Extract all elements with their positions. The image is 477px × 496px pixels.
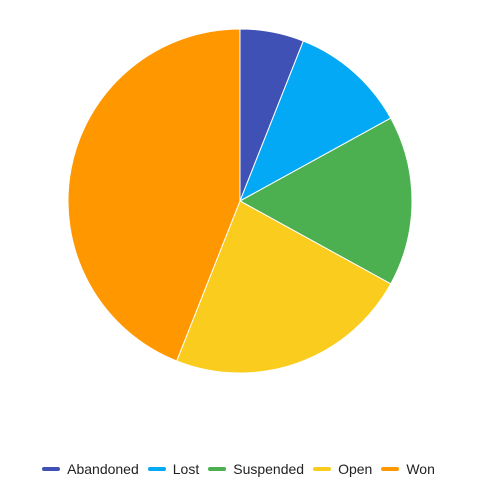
chart-legend: Abandoned Lost Suspended Open Won xyxy=(0,458,477,480)
legend-label: Won xyxy=(406,461,435,477)
pie-slice-won[interactable] xyxy=(67,28,241,362)
legend-item-suspended[interactable]: Suspended xyxy=(208,461,304,477)
legend-label: Abandoned xyxy=(67,461,139,477)
legend-label: Open xyxy=(338,461,373,477)
legend-swatch xyxy=(381,467,400,471)
legend-item-abandoned[interactable]: Abandoned xyxy=(42,461,139,477)
legend-swatch xyxy=(42,467,61,471)
legend-item-won[interactable]: Won xyxy=(381,461,435,477)
legend-swatch xyxy=(147,467,166,471)
pie-slice-lost[interactable] xyxy=(239,40,392,203)
pie-slice-open[interactable] xyxy=(176,200,392,374)
legend-item-open[interactable]: Open xyxy=(313,461,372,477)
pie-slice-suspended[interactable] xyxy=(238,117,413,285)
legend-label: Lost xyxy=(172,461,200,477)
legend-item-lost[interactable]: Lost xyxy=(147,461,200,477)
legend-swatch xyxy=(208,467,227,471)
legend-swatch xyxy=(313,467,332,471)
legend-label: Suspended xyxy=(233,461,305,477)
